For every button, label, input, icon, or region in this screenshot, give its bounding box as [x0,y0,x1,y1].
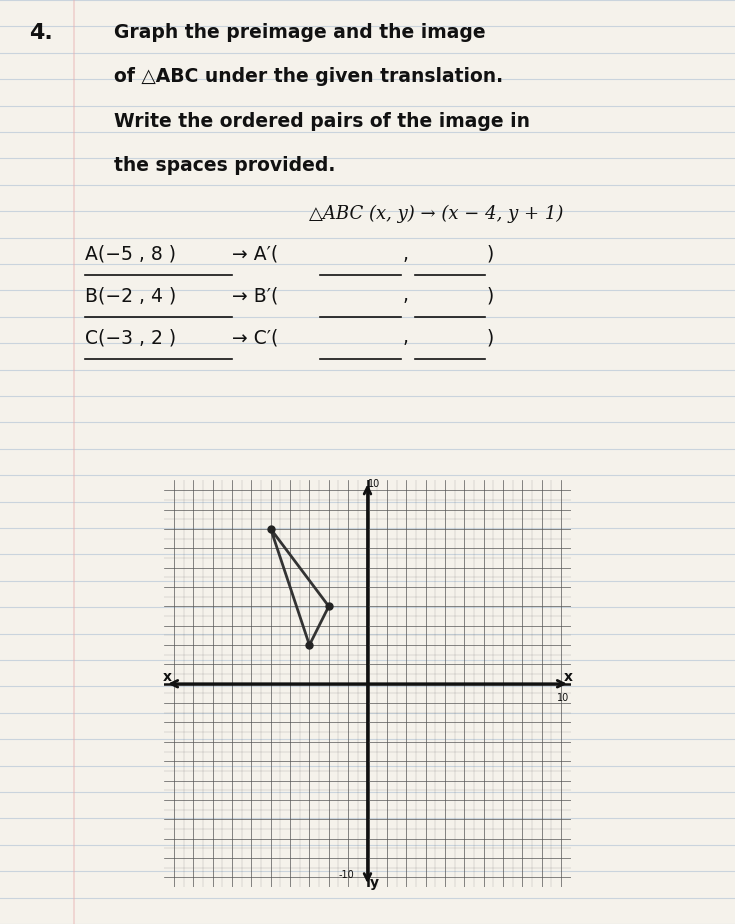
Text: → B′(: → B′( [232,286,278,306]
Text: 10: 10 [557,693,569,703]
Text: -10: -10 [338,870,354,881]
Text: 4.: 4. [29,23,53,43]
Text: Graph the preimage and the image: Graph the preimage and the image [114,23,486,43]
Text: the spaces provided.: the spaces provided. [114,156,335,176]
Text: y: y [370,876,379,890]
Text: 10: 10 [368,480,381,490]
Text: x: x [162,670,172,684]
Text: ,: , [403,286,409,306]
Text: of △ABC under the given translation.: of △ABC under the given translation. [114,67,503,87]
Text: C(−3 , 2 ): C(−3 , 2 ) [85,328,176,347]
Text: → C′(: → C′( [232,328,278,347]
Text: ): ) [487,286,494,306]
Text: B(−2 , 4 ): B(−2 , 4 ) [85,286,176,306]
Text: △ABC (x, y) → (x − 4, y + 1): △ABC (x, y) → (x − 4, y + 1) [309,205,563,224]
Text: ): ) [487,328,494,347]
Text: ,: , [403,245,409,264]
Text: ,: , [403,328,409,347]
Text: → A′(: → A′( [232,245,278,264]
Text: ): ) [487,245,494,264]
Text: x: x [563,670,573,684]
Text: A(−5 , 8 ): A(−5 , 8 ) [85,245,176,264]
Text: Write the ordered pairs of the image in: Write the ordered pairs of the image in [114,112,530,131]
